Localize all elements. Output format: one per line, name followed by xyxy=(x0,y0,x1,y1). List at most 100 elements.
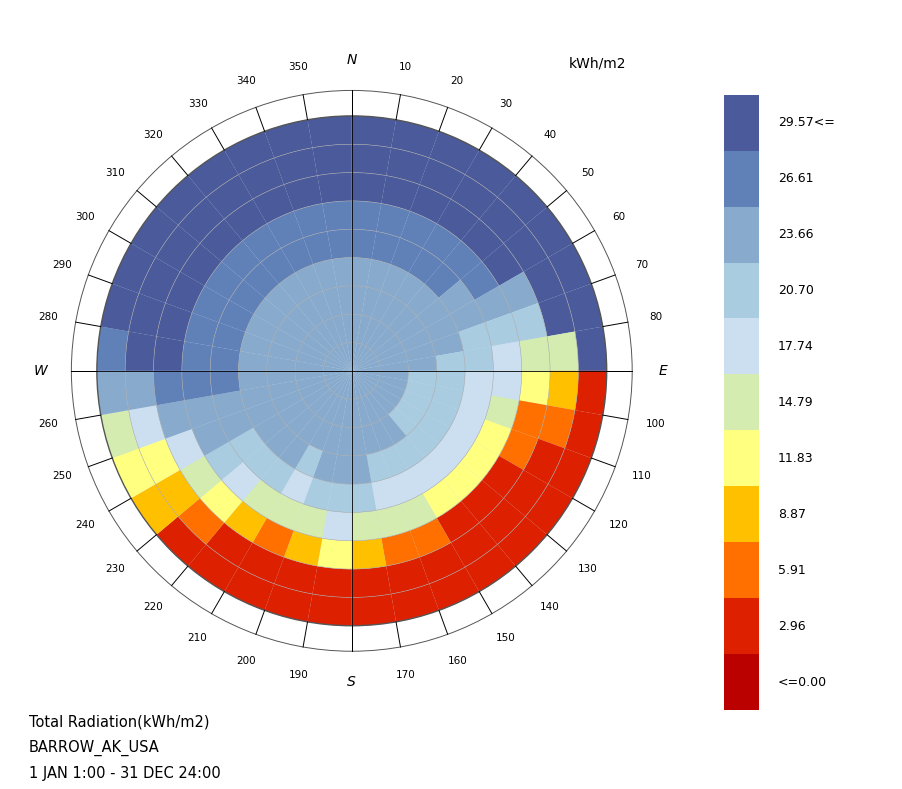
Wedge shape xyxy=(437,501,479,543)
Text: 26.61: 26.61 xyxy=(778,172,814,185)
Text: N: N xyxy=(346,53,357,67)
Wedge shape xyxy=(432,332,464,356)
Wedge shape xyxy=(182,342,212,371)
Wedge shape xyxy=(371,420,394,451)
Wedge shape xyxy=(179,197,225,243)
Wedge shape xyxy=(352,454,372,484)
Wedge shape xyxy=(376,342,405,361)
Wedge shape xyxy=(352,371,379,385)
Wedge shape xyxy=(268,342,299,361)
Wedge shape xyxy=(362,318,380,346)
Wedge shape xyxy=(380,414,407,444)
Wedge shape xyxy=(308,116,352,148)
Wedge shape xyxy=(426,314,458,342)
Wedge shape xyxy=(279,273,309,306)
Wedge shape xyxy=(261,249,295,284)
Text: 300: 300 xyxy=(75,211,95,222)
Wedge shape xyxy=(352,371,380,376)
Wedge shape xyxy=(400,391,432,413)
Wedge shape xyxy=(376,380,405,399)
Wedge shape xyxy=(347,342,352,371)
Wedge shape xyxy=(407,284,438,316)
Text: 170: 170 xyxy=(395,670,415,679)
Wedge shape xyxy=(523,439,565,484)
Wedge shape xyxy=(207,522,253,567)
Wedge shape xyxy=(565,410,603,458)
Wedge shape xyxy=(295,361,324,371)
Wedge shape xyxy=(207,174,253,219)
Wedge shape xyxy=(192,419,229,456)
Wedge shape xyxy=(225,567,274,611)
Wedge shape xyxy=(131,207,179,257)
Wedge shape xyxy=(523,257,565,303)
Wedge shape xyxy=(499,429,538,470)
Wedge shape xyxy=(267,211,303,249)
Wedge shape xyxy=(400,328,432,351)
Wedge shape xyxy=(313,260,337,291)
Wedge shape xyxy=(352,566,391,597)
Wedge shape xyxy=(125,331,157,371)
Wedge shape xyxy=(391,584,439,622)
Wedge shape xyxy=(391,469,423,504)
Wedge shape xyxy=(419,543,465,584)
Wedge shape xyxy=(352,371,356,399)
Wedge shape xyxy=(295,444,323,477)
Wedge shape xyxy=(373,335,400,357)
Bar xyxy=(724,654,759,710)
Wedge shape xyxy=(325,357,352,371)
Wedge shape xyxy=(352,343,362,371)
Wedge shape xyxy=(460,442,499,480)
Wedge shape xyxy=(342,398,352,428)
Bar xyxy=(724,486,759,542)
Wedge shape xyxy=(253,298,287,328)
Wedge shape xyxy=(244,263,279,298)
Wedge shape xyxy=(382,176,419,211)
Text: 23.66: 23.66 xyxy=(778,228,814,241)
Wedge shape xyxy=(180,243,222,286)
Bar xyxy=(724,95,759,151)
Wedge shape xyxy=(284,176,322,211)
Wedge shape xyxy=(352,144,391,176)
Text: 280: 280 xyxy=(38,312,58,322)
Wedge shape xyxy=(318,173,352,204)
Wedge shape xyxy=(425,263,460,298)
Wedge shape xyxy=(330,350,352,371)
Wedge shape xyxy=(188,150,238,197)
Wedge shape xyxy=(337,286,352,315)
Wedge shape xyxy=(352,350,373,371)
Wedge shape xyxy=(264,584,312,622)
Wedge shape xyxy=(438,428,474,462)
Wedge shape xyxy=(97,371,129,415)
Wedge shape xyxy=(210,346,240,371)
Wedge shape xyxy=(352,257,372,287)
Wedge shape xyxy=(575,371,607,415)
Wedge shape xyxy=(333,315,347,344)
Wedge shape xyxy=(366,260,391,291)
Wedge shape xyxy=(210,371,240,395)
Wedge shape xyxy=(352,427,366,456)
Wedge shape xyxy=(400,493,437,530)
Wedge shape xyxy=(225,131,274,174)
Wedge shape xyxy=(157,303,192,342)
Text: 150: 150 xyxy=(496,633,516,643)
Wedge shape xyxy=(101,410,139,458)
Wedge shape xyxy=(352,346,370,371)
Wedge shape xyxy=(382,530,419,566)
Wedge shape xyxy=(482,243,523,286)
Wedge shape xyxy=(352,201,382,231)
Wedge shape xyxy=(381,264,409,297)
Text: 8.87: 8.87 xyxy=(778,508,806,521)
Wedge shape xyxy=(370,389,395,414)
Text: kWh/m2: kWh/m2 xyxy=(568,56,626,70)
Wedge shape xyxy=(281,469,313,504)
Wedge shape xyxy=(184,312,218,346)
Wedge shape xyxy=(294,504,327,538)
Wedge shape xyxy=(465,150,516,197)
Wedge shape xyxy=(200,480,243,522)
Wedge shape xyxy=(425,443,460,479)
Wedge shape xyxy=(388,407,417,436)
Wedge shape xyxy=(265,425,297,458)
Text: BARROW_AK_USA: BARROW_AK_USA xyxy=(29,740,160,757)
Wedge shape xyxy=(272,391,303,413)
Wedge shape xyxy=(303,335,330,357)
